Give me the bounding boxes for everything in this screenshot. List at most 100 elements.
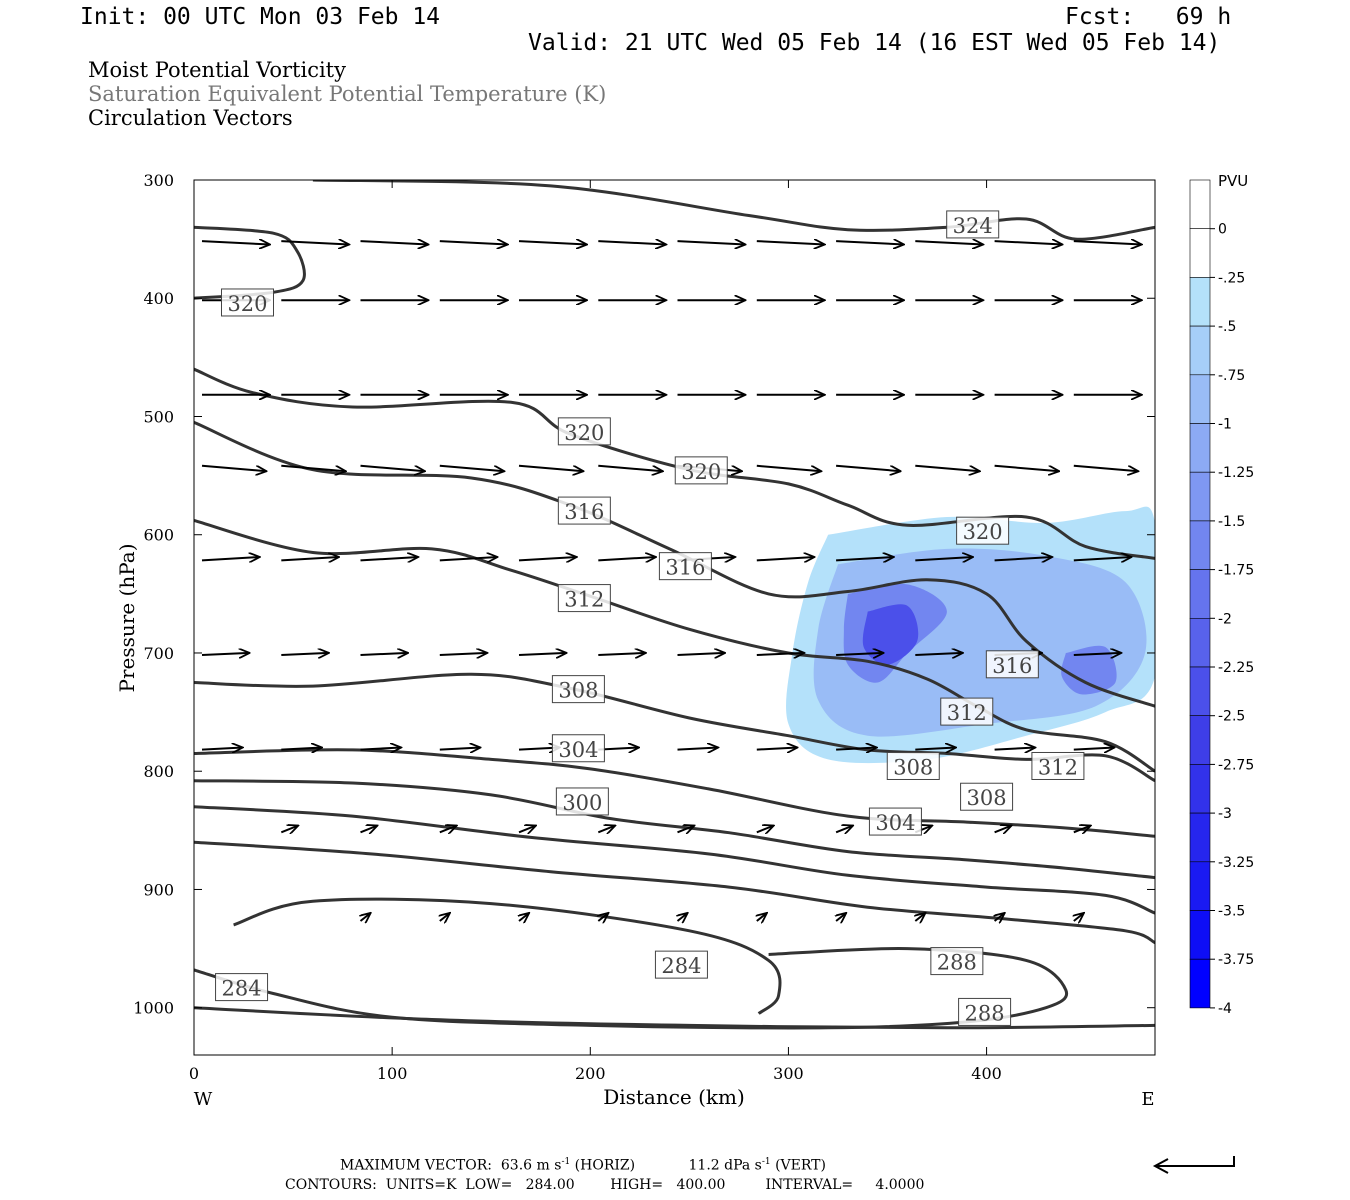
svg-text:308: 308 — [967, 786, 1007, 810]
horiz-unit: (HORIZ) — [574, 1157, 636, 1174]
y-tick-label: 800 — [143, 762, 174, 781]
circulation-vector — [1073, 826, 1091, 833]
circulation-vector — [201, 557, 260, 560]
reference-vector-arrow — [1152, 1156, 1235, 1174]
theta-e-contour-300 — [194, 779, 1155, 880]
contour-label-288: 288 — [930, 947, 984, 976]
field-title-mpv: Moist Potential Vorticity — [88, 58, 346, 82]
svg-text:316: 316 — [564, 500, 604, 524]
circulation-vector — [598, 464, 663, 471]
circulation-vector — [361, 913, 371, 921]
circulation-vector — [439, 653, 488, 655]
circulation-vector — [360, 748, 402, 750]
theta-e-contour-292 — [194, 840, 1155, 945]
valid-time: Valid: 21 UTC Wed 05 Feb 14 (16 EST Wed … — [528, 30, 1221, 56]
max-vector-note: MAXIMUM VECTOR: 63.6 m s-1 (HORIZ) 11.2 … — [340, 1157, 826, 1174]
contour-label-320: 320 — [557, 417, 611, 446]
colorbar-level-label: -2.75 — [1218, 757, 1254, 773]
y-tick-label: 500 — [143, 407, 174, 426]
circulation-vector — [994, 241, 1063, 244]
circulation-vector — [360, 241, 429, 244]
circulation-vector — [518, 653, 567, 655]
east-label: E — [1141, 1089, 1154, 1110]
circulation-vector — [836, 464, 901, 471]
contour-label-308: 308 — [960, 782, 1014, 811]
colorbar-level-label: -2 — [1218, 611, 1232, 627]
circulation-vector — [518, 557, 577, 560]
contour-label-308: 308 — [551, 675, 605, 704]
circulation-vector — [836, 557, 894, 560]
circulation-vector — [439, 748, 481, 750]
contour-label-312: 312 — [1031, 751, 1085, 780]
cross-section-chart: 3243203203203203163163163123123123083083… — [115, 171, 1254, 1110]
svg-text:320: 320 — [227, 292, 267, 316]
forecast-hour: Fcst: 69 h — [1065, 4, 1232, 30]
pv-region-3 — [194, 906, 264, 987]
colorbar-level-label: -3.75 — [1218, 952, 1254, 968]
colorbar-level-label: -2.25 — [1218, 660, 1254, 676]
colorbar-swatch — [1189, 471, 1211, 522]
contour-label-316: 316 — [658, 552, 712, 581]
pv-region-8 — [1061, 645, 1117, 695]
circulation-vector — [677, 653, 726, 655]
circulation-vector — [598, 557, 656, 560]
y-tick-label: 400 — [143, 289, 174, 308]
circulation-vector — [518, 241, 587, 244]
colorbar-level-label: -1.5 — [1218, 514, 1245, 530]
circulation-vector — [1073, 653, 1122, 655]
svg-text:288: 288 — [965, 1001, 1005, 1025]
svg-text:288: 288 — [937, 951, 977, 975]
circulation-vector — [598, 748, 639, 750]
theta-e-contour-304 — [194, 748, 1155, 838]
vert-unit: (VERT) — [775, 1157, 826, 1174]
circulation-vector — [440, 913, 450, 921]
svg-text:312: 312 — [947, 701, 987, 725]
svg-text:284: 284 — [661, 954, 701, 978]
y-tick-label: 900 — [143, 880, 174, 899]
x-tick-label: 0 — [189, 1064, 199, 1083]
circulation-vector — [835, 826, 853, 833]
circulation-vector — [518, 464, 584, 471]
contour-label-320: 320 — [674, 456, 728, 485]
circulation-vector — [915, 241, 983, 244]
circulation-vector — [677, 826, 695, 833]
circulation-vector — [281, 557, 339, 560]
svg-text:320: 320 — [564, 421, 604, 445]
svg-text:312: 312 — [564, 588, 604, 612]
theta-e-contour-324 — [312, 180, 1155, 241]
circulation-vector — [836, 653, 884, 655]
svg-text:284: 284 — [222, 977, 262, 1001]
svg-text:324: 324 — [953, 214, 993, 238]
colorbar-unit: PVU — [1218, 172, 1248, 190]
y-tick-label: 700 — [143, 644, 174, 663]
circulation-vector — [281, 241, 349, 244]
circulation-vector — [836, 913, 846, 921]
circulation-vector — [360, 826, 378, 833]
circulation-vector — [201, 241, 270, 244]
x-tick-label: 400 — [971, 1064, 1002, 1083]
contour-label-284: 284 — [654, 950, 708, 979]
circulation-vector — [439, 241, 508, 244]
circulation-vector — [915, 748, 956, 750]
pv-region-2 — [194, 641, 244, 684]
field-title-thetae: Saturation Equivalent Potential Temperat… — [88, 82, 607, 106]
colorbar-swatch — [1189, 764, 1211, 814]
circulation-vector — [836, 241, 904, 244]
circulation-vector — [281, 748, 322, 750]
circulation-vector — [598, 241, 666, 244]
circulation-vector — [1073, 748, 1115, 750]
circulation-vector — [995, 913, 1005, 921]
colorbar-swatch — [1189, 374, 1211, 424]
circulation-vector — [598, 653, 646, 655]
circulation-vector — [994, 464, 1060, 471]
colorbar-swatch — [1189, 715, 1211, 765]
circulation-vector — [756, 241, 825, 244]
theta-e-contour-288 — [233, 897, 782, 1015]
colorbar-swatch — [1189, 179, 1211, 230]
colorbar-level-label: -.75 — [1218, 368, 1245, 384]
max-vector-label: MAXIMUM VECTOR: — [340, 1157, 492, 1174]
circulation-vector — [756, 464, 822, 471]
circulation-vector — [677, 748, 719, 750]
svg-text:304: 304 — [558, 738, 598, 762]
circulation-vector — [994, 826, 1012, 833]
